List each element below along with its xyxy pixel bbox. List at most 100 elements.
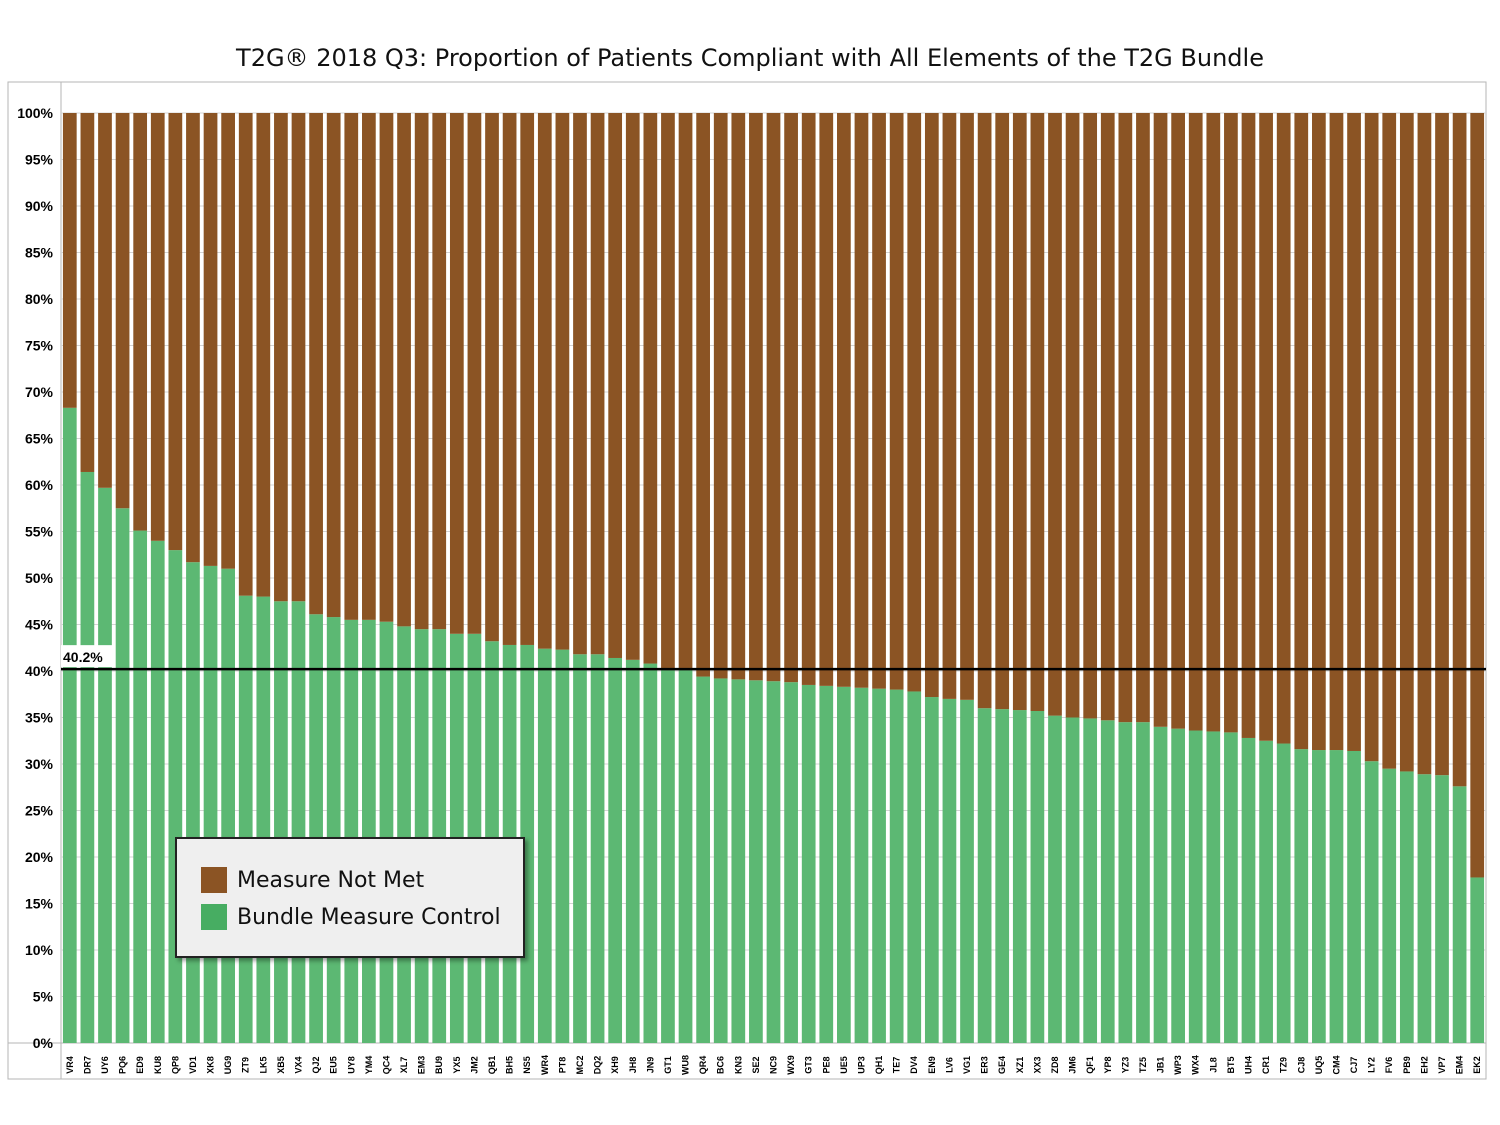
- y-tick-label: 80%: [25, 291, 54, 307]
- bar-measure-not-met: [1417, 113, 1432, 775]
- x-tick-label: JM6: [1068, 1056, 1078, 1074]
- bar-bundle-measure-control: [625, 659, 640, 1043]
- bar-bundle-measure-control: [537, 648, 552, 1043]
- bar-measure-not-met: [1259, 113, 1273, 741]
- bar-bundle-measure-control: [784, 682, 798, 1043]
- bar-measure-not-met: [995, 113, 1010, 710]
- x-tick-label: VG1: [962, 1056, 972, 1074]
- x-tick-label: JN9: [645, 1057, 655, 1074]
- x-tick-label: UY8: [346, 1056, 356, 1074]
- y-tick-label: 35%: [25, 710, 54, 726]
- bar-measure-not-met: [872, 113, 886, 689]
- bar-measure-not-met: [625, 113, 640, 660]
- bar-bundle-measure-control: [379, 621, 394, 1043]
- bar-measure-not-met: [1188, 113, 1203, 731]
- bar-measure-not-met: [1399, 113, 1414, 772]
- x-tick-label: NS5: [522, 1056, 532, 1074]
- x-tick-label: QF1: [1085, 1056, 1095, 1074]
- x-tick-label: QR4: [698, 1056, 708, 1075]
- x-tick-label: LK5: [258, 1056, 268, 1073]
- x-tick-label: SE2: [751, 1056, 761, 1073]
- bar-measure-not-met: [942, 113, 957, 699]
- bar-bundle-measure-control: [362, 619, 376, 1043]
- reference-line-label: 40.2%: [63, 649, 103, 665]
- bar-measure-not-met: [1100, 113, 1115, 721]
- bar-measure-not-met: [467, 113, 482, 634]
- bar-bundle-measure-control: [1012, 710, 1027, 1043]
- x-tick-label: GT1: [663, 1056, 673, 1074]
- bar-measure-not-met: [801, 113, 816, 685]
- bar-bundle-measure-control: [168, 550, 183, 1043]
- bar-bundle-measure-control: [1171, 728, 1185, 1043]
- bar-measure-not-met: [889, 113, 904, 690]
- bar-bundle-measure-control: [397, 626, 411, 1043]
- bar-bundle-measure-control: [1065, 717, 1080, 1043]
- bar-measure-not-met: [713, 113, 728, 679]
- legend-label-bundle-measure-control: Bundle Measure Control: [237, 904, 501, 930]
- bar-bundle-measure-control: [1224, 732, 1238, 1043]
- x-tick-label: GT3: [804, 1056, 814, 1074]
- bar-bundle-measure-control: [907, 691, 922, 1043]
- x-tick-label: TZ9: [1279, 1057, 1289, 1073]
- bar-bundle-measure-control: [1364, 761, 1379, 1043]
- bar-bundle-measure-control: [854, 687, 869, 1043]
- bar-bundle-measure-control: [1100, 720, 1115, 1043]
- bar-measure-not-met: [678, 113, 693, 671]
- bar-measure-not-met: [784, 113, 798, 683]
- y-tick-label: 65%: [25, 431, 54, 447]
- x-tick-label: DV4: [909, 1056, 919, 1074]
- bar-measure-not-met: [62, 113, 77, 408]
- y-tick-label: 85%: [25, 245, 54, 261]
- bar-bundle-measure-control: [819, 685, 834, 1043]
- bar-measure-not-met: [1347, 113, 1361, 751]
- y-tick-label: 40%: [25, 663, 54, 679]
- x-tick-label: UE5: [839, 1056, 849, 1074]
- x-tick-label: YP8: [1103, 1056, 1113, 1073]
- x-tick-label: CJ8: [1296, 1057, 1306, 1074]
- bar-measure-not-met: [1241, 113, 1256, 738]
- x-tick-label: QB1: [487, 1056, 497, 1075]
- y-tick-label: 75%: [25, 338, 54, 354]
- reference-label-bg: [61, 645, 114, 668]
- x-tick-label: WR4: [540, 1055, 550, 1075]
- bar-bundle-measure-control: [766, 681, 781, 1043]
- x-tick-label: EN9: [927, 1056, 937, 1074]
- x-tick-label: JL8: [1208, 1057, 1218, 1073]
- bar-bundle-measure-control: [942, 698, 957, 1043]
- x-tick-label: QJ2: [311, 1056, 321, 1073]
- bar-measure-not-met: [924, 113, 939, 698]
- bar-measure-not-met: [203, 113, 218, 566]
- bar-bundle-measure-control: [291, 601, 306, 1043]
- y-tick-label: 55%: [25, 524, 54, 540]
- x-tick-label: CR1: [1261, 1056, 1271, 1074]
- bar-measure-not-met: [1136, 113, 1150, 723]
- y-tick-label: 10%: [25, 942, 54, 958]
- bar-bundle-measure-control: [608, 657, 623, 1043]
- bar-bundle-measure-control: [872, 688, 886, 1043]
- bar-bundle-measure-control: [150, 540, 165, 1043]
- bar-measure-not-met: [362, 113, 376, 620]
- bar-bundle-measure-control: [1294, 749, 1309, 1043]
- x-tick-label: LY2: [1367, 1057, 1377, 1073]
- bar-measure-not-met: [1206, 113, 1221, 732]
- y-tick-label: 5%: [33, 989, 54, 1005]
- bar-measure-not-met: [590, 113, 605, 655]
- bar-bundle-measure-control: [731, 679, 746, 1043]
- x-tick-label: ZD8: [1050, 1056, 1060, 1073]
- x-tick-label: TE7: [892, 1057, 902, 1074]
- x-tick-label: YM4: [364, 1056, 374, 1075]
- bar-bundle-measure-control: [309, 614, 323, 1043]
- bar-bundle-measure-control: [1347, 750, 1361, 1043]
- bar-measure-not-met: [274, 113, 288, 602]
- bar-bundle-measure-control: [749, 680, 763, 1043]
- x-tick-label: PE8: [821, 1056, 831, 1073]
- bar-measure-not-met: [502, 113, 517, 645]
- bar-measure-not-met: [537, 113, 552, 649]
- x-tick-label: LV6: [944, 1057, 954, 1073]
- bar-measure-not-met: [168, 113, 183, 551]
- bar-measure-not-met: [960, 113, 974, 700]
- bar-bundle-measure-control: [1435, 775, 1449, 1043]
- bar-measure-not-met: [1012, 113, 1027, 711]
- bar-bundle-measure-control: [1329, 750, 1344, 1043]
